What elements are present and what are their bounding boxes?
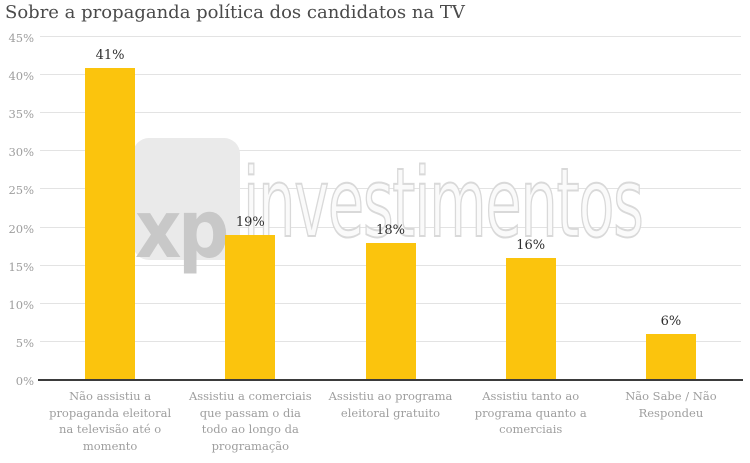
xp-logo-text: xp xyxy=(135,183,229,276)
y-tick-label: 40% xyxy=(8,69,34,84)
x-category-label: Assistiu ao programa eleitoral gratuito xyxy=(328,389,453,420)
bar-3 xyxy=(365,242,416,380)
gridline-30% xyxy=(40,150,741,152)
y-tick-label: 15% xyxy=(8,259,34,274)
bar-2 xyxy=(225,235,276,380)
y-tick-label: 45% xyxy=(8,31,34,45)
x-axis-category-labels: Não assistiu a propaganda eleitoral na t… xyxy=(40,388,741,454)
y-tick-label: 35% xyxy=(8,107,34,122)
gridline-35% xyxy=(40,112,741,114)
y-tick-label: 30% xyxy=(8,145,34,160)
gridline-25% xyxy=(40,188,741,190)
y-tick-label: 5% xyxy=(15,335,34,350)
bar-value-label: 6% xyxy=(660,314,682,330)
bar-4 xyxy=(505,258,556,380)
x-category-label: Não Sabe / Não Respondeu xyxy=(625,389,717,420)
xp-logo-square: xp xyxy=(133,138,240,270)
y-tick-label: 25% xyxy=(8,183,34,198)
chart-title: Sobre a propaganda política dos candidat… xyxy=(5,2,465,23)
gridline-45% xyxy=(40,36,741,37)
y-tick-label: 0% xyxy=(15,374,34,388)
gridline-20% xyxy=(40,226,741,228)
x-category-label: Assistiu a comerciais que passam o dia t… xyxy=(188,389,312,453)
gridline-40% xyxy=(40,74,741,76)
bar-1 xyxy=(85,67,136,380)
watermark-brand-text: investimentos xyxy=(242,149,644,259)
bar-value-label: 19% xyxy=(235,215,265,231)
y-tick-label: 10% xyxy=(8,297,34,312)
bar-value-label: 41% xyxy=(95,47,125,63)
bar-value-label: 16% xyxy=(516,238,546,254)
y-tick-label: 20% xyxy=(8,221,34,236)
bar-value-label: 18% xyxy=(376,222,405,238)
x-category-label: Não assistiu a propaganda eleitoral na t… xyxy=(49,389,172,453)
x-axis-line xyxy=(38,379,743,381)
plot-area: xp investimentos 41% 19% 18% 16% 6% xyxy=(38,36,743,381)
bar-5 xyxy=(645,334,696,380)
x-category-label: Assistiu tanto ao programa quanto a come… xyxy=(474,389,587,436)
